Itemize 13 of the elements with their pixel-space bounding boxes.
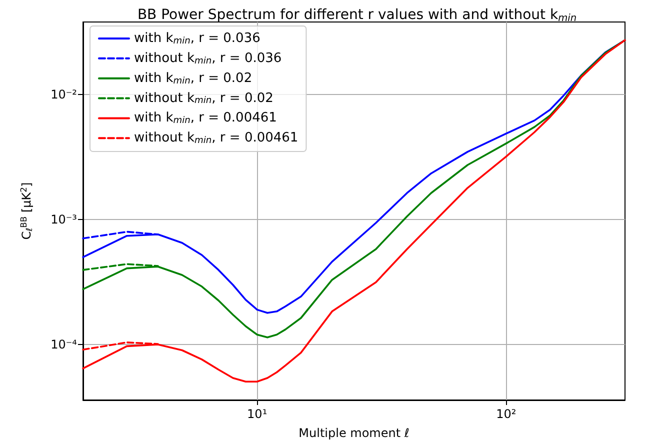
x-tick-label: 10²: [496, 407, 516, 421]
legend-label: with kmin, r = 0.036: [134, 31, 260, 46]
legend-label: without kmin, r = 0.036: [134, 50, 282, 66]
legend-label: without kmin, r = 0.02: [134, 90, 274, 106]
legend-label: with kmin, r = 0.00461: [134, 110, 277, 126]
x-tick-label: 10¹: [247, 407, 268, 421]
legend-label: with kmin, r = 0.02: [134, 70, 252, 86]
x-axis-title: Multiple moment ℓ: [298, 426, 410, 440]
y-tick-label: 10⁻⁴: [50, 338, 78, 352]
y-axis-title: CℓBB [μK2]: [18, 182, 34, 240]
y-tick-label: 10⁻³: [50, 212, 78, 227]
y-tick-label: 10⁻²: [50, 87, 78, 102]
legend-label: without kmin, r = 0.00461: [134, 130, 298, 146]
